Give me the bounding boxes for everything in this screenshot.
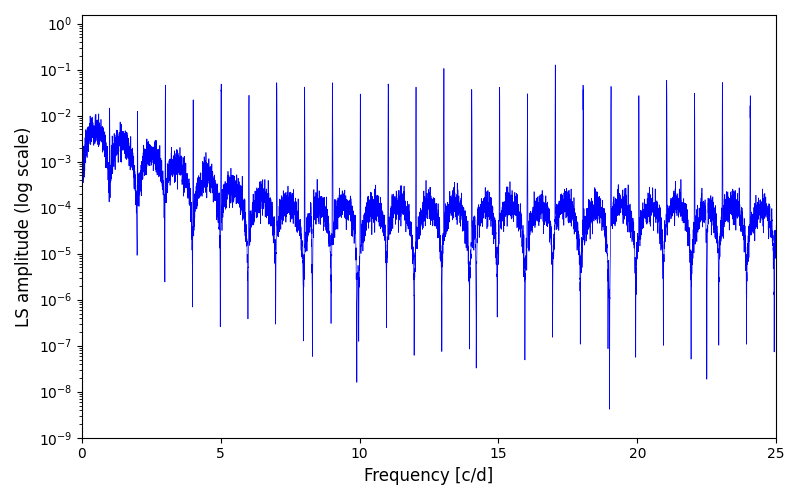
X-axis label: Frequency [c/d]: Frequency [c/d] <box>364 467 494 485</box>
Y-axis label: LS amplitude (log scale): LS amplitude (log scale) <box>15 126 33 327</box>
